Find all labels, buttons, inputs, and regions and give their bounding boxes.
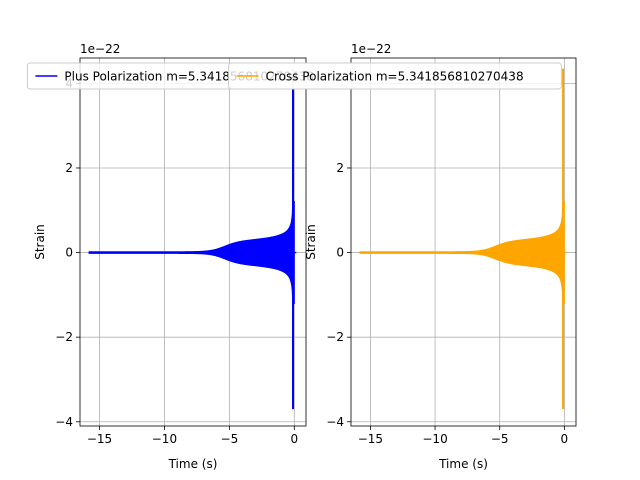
y-tick-label: 2 xyxy=(336,161,344,175)
y-axis-label: Strain xyxy=(33,224,47,260)
legend-box xyxy=(228,62,562,90)
y-tick-label: 2 xyxy=(65,161,73,175)
y-tick-label: −4 xyxy=(326,415,344,429)
x-axis-label: Time (s) xyxy=(438,457,488,471)
y-tick-label: −2 xyxy=(55,330,73,344)
legend-label: Cross Polarization m=5.341856810270438 xyxy=(266,70,524,84)
axis-offset-text: 1e−22 xyxy=(80,42,120,56)
x-tick-label: −15 xyxy=(358,432,383,446)
x-axis-label: Time (s) xyxy=(168,457,218,471)
y-axis-label: Strain xyxy=(304,224,318,260)
x-tick-label: 0 xyxy=(290,432,298,446)
legend-1: Cross Polarization m=5.341856810270438 xyxy=(228,62,562,90)
axis-offset-text: 1e−22 xyxy=(351,42,391,56)
x-tick-label: −10 xyxy=(152,432,177,446)
legends-layer: Plus Polarization m=5.341856810270438Cro… xyxy=(26,62,562,90)
y-tick-label: 0 xyxy=(65,246,73,260)
axes-frame xyxy=(79,57,307,427)
x-tick-label: −10 xyxy=(422,432,447,446)
y-tick-label: −4 xyxy=(55,415,73,429)
axes-frame xyxy=(350,57,577,427)
x-tick-label: −15 xyxy=(87,432,112,446)
y-tick-label: 0 xyxy=(336,246,344,260)
y-tick-label: −2 xyxy=(326,330,344,344)
x-tick-label: 0 xyxy=(561,432,569,446)
x-tick-label: −5 xyxy=(221,432,239,446)
x-tick-label: −5 xyxy=(491,432,509,446)
